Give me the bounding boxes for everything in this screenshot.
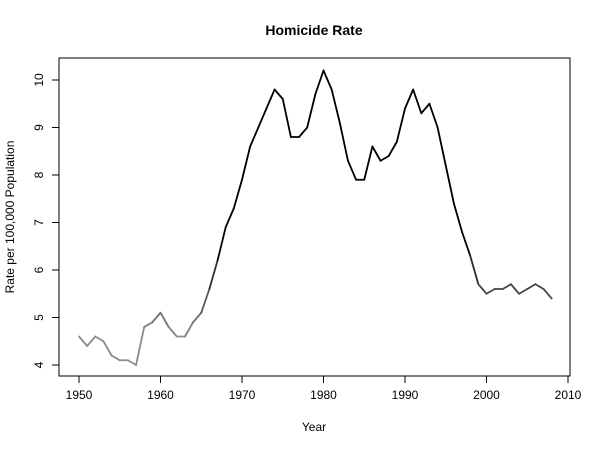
- line-segment: [184, 321, 195, 338]
- line-segment: [485, 288, 496, 295]
- line-segment: [314, 69, 325, 96]
- x-tick-label: 2010: [555, 388, 582, 402]
- line-segment: [395, 107, 406, 143]
- line-segment: [281, 98, 292, 138]
- line-segment: [306, 93, 317, 129]
- line-segment: [542, 288, 553, 300]
- y-tick-label: 9: [32, 124, 46, 131]
- y-tick-label: 5: [32, 314, 46, 321]
- line-segment: [371, 145, 382, 162]
- line-segment: [452, 202, 463, 233]
- line-segment: [469, 254, 480, 286]
- line-segment: [257, 107, 268, 129]
- x-axis-label: Year: [302, 420, 326, 434]
- plot-frame: [58, 57, 571, 377]
- line-segment: [127, 359, 137, 366]
- line-segment: [501, 283, 512, 290]
- line-segment: [151, 311, 162, 324]
- line-segment: [265, 88, 276, 110]
- line-segment: [428, 102, 439, 129]
- chart-title: Homicide Rate: [265, 22, 362, 38]
- line-segment: [534, 283, 545, 290]
- x-tick-label: 1980: [310, 388, 337, 402]
- y-axis-label: Rate per 100,000 Population: [3, 141, 17, 294]
- line-segment: [143, 321, 154, 328]
- y-tick-label: 10: [32, 73, 46, 87]
- line-segment: [216, 226, 227, 262]
- line-segment: [298, 126, 309, 138]
- x-tick-label: 2000: [473, 388, 500, 402]
- line-segment: [78, 335, 89, 347]
- line-segment: [461, 231, 472, 257]
- line-segment: [232, 178, 243, 210]
- line-segment: [510, 283, 520, 295]
- y-tick-label: 4: [32, 361, 46, 368]
- line-segment: [94, 335, 105, 343]
- line-segment: [200, 288, 211, 314]
- line-segment: [159, 311, 170, 328]
- line-segment: [330, 88, 341, 124]
- line-segment: [224, 207, 235, 229]
- y-tick-label: 6: [32, 266, 46, 273]
- line-segment: [241, 145, 252, 181]
- line-segment: [387, 140, 398, 157]
- line-segment: [412, 88, 423, 115]
- line-segment: [135, 326, 146, 366]
- line-segment: [102, 340, 113, 357]
- series-line: [78, 69, 553, 366]
- line-segment: [208, 259, 219, 290]
- line-segment: [347, 159, 358, 181]
- y-tick-label: 8: [32, 171, 46, 178]
- line-segment: [322, 69, 333, 91]
- line-segment: [338, 121, 349, 162]
- line-segment: [436, 126, 447, 167]
- line-segment: [167, 326, 178, 338]
- line-segment: [420, 102, 431, 115]
- line-segment: [110, 354, 121, 362]
- line-segment: [477, 283, 488, 295]
- line-segment: [526, 283, 537, 290]
- line-segment: [444, 164, 455, 205]
- line-segment: [273, 88, 284, 100]
- line-segment: [192, 311, 203, 324]
- x-tick-label: 1960: [147, 388, 174, 402]
- line-segment: [249, 126, 260, 148]
- line-segment: [86, 335, 97, 347]
- line-segment: [379, 155, 390, 162]
- line-segment: [363, 145, 374, 181]
- line-segment: [518, 288, 529, 295]
- y-tick-label: 7: [32, 219, 46, 226]
- line-segment: [404, 88, 415, 110]
- x-tick-label: 1970: [229, 388, 256, 402]
- x-tick-label: 1950: [66, 388, 93, 402]
- x-tick-label: 1990: [392, 388, 419, 402]
